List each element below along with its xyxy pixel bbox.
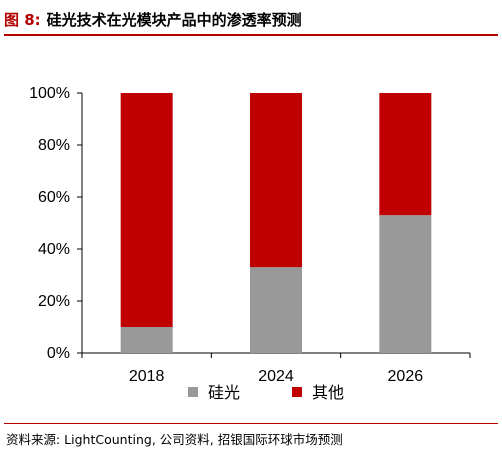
stacked-bar-chart: 0% 20% 40% 60% 80% 100% 2018 2024 2026 硅光 其他 (29, 85, 471, 402)
title-divider (4, 34, 498, 36)
source-note: 资料来源: LightCounting, 公司资料, 招银国际环球市场预测 (6, 432, 343, 447)
y-tick-label: 60% (38, 189, 70, 206)
x-tick-label: 2026 (388, 368, 424, 385)
figure-title: 硅光技术在光模块产品中的渗透率预测 (46, 10, 302, 29)
y-tick-label: 100% (29, 85, 70, 102)
bar-segment (250, 267, 302, 353)
y-tick-label: 20% (38, 293, 70, 310)
bar-segment (379, 93, 432, 216)
y-tick-label: 80% (38, 137, 70, 154)
bar-segment (120, 327, 173, 353)
bar-segment (250, 93, 302, 268)
figure-title-bar: 图 8: 硅光技术在光模块产品中的渗透率预测 (4, 6, 498, 32)
legend-label: 其他 (312, 383, 344, 402)
legend-swatch (292, 387, 302, 397)
bar-segment (379, 215, 432, 353)
y-tick-label: 0% (47, 345, 70, 362)
bar-segment (120, 93, 173, 327)
figure-label: 图 8: (4, 10, 41, 29)
legend-label: 硅光 (208, 383, 240, 402)
x-tick-label: 2024 (258, 368, 294, 385)
source-divider (4, 423, 498, 424)
y-tick-label: 40% (38, 241, 70, 258)
x-tick-label: 2018 (129, 368, 165, 385)
legend-swatch (188, 387, 198, 397)
